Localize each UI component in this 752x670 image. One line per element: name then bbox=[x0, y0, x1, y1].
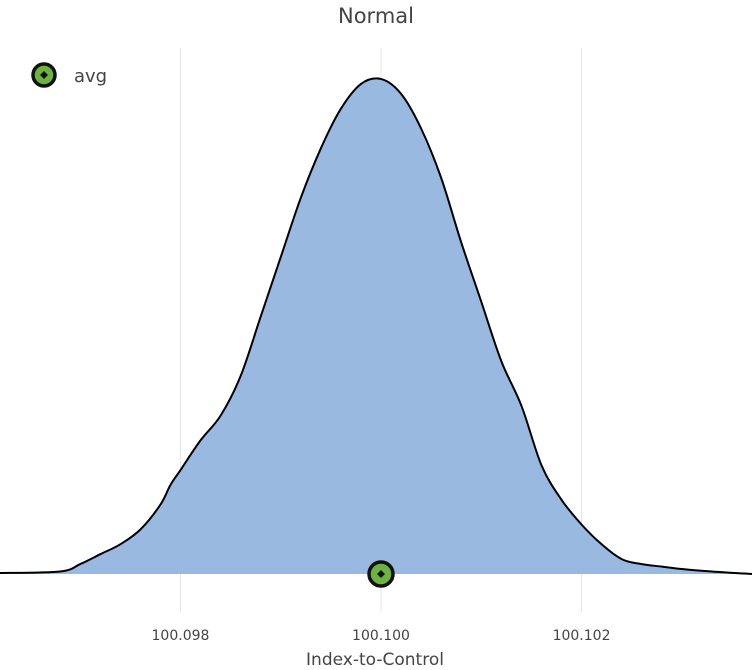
x-tick-label: 100.100 bbox=[352, 628, 410, 644]
avg-marker[interactable] bbox=[367, 560, 395, 588]
marker-layer bbox=[367, 560, 395, 588]
x-tick-label: 100.102 bbox=[553, 628, 611, 644]
legend-label-avg: avg bbox=[74, 66, 107, 87]
density-area bbox=[0, 78, 752, 574]
x-axis-label: Index-to-Control bbox=[306, 650, 444, 670]
legend-marker-diamond bbox=[40, 71, 48, 79]
legend[interactable]: avg bbox=[31, 62, 107, 88]
x-tick-label: 100.098 bbox=[152, 628, 210, 644]
density-line bbox=[0, 77, 752, 575]
x-tick-layer: 100.098 100.100 100.102 bbox=[152, 628, 611, 644]
area-layer bbox=[0, 77, 752, 575]
chart-title: Normal bbox=[338, 4, 414, 28]
avg-marker-diamond bbox=[377, 570, 386, 578]
